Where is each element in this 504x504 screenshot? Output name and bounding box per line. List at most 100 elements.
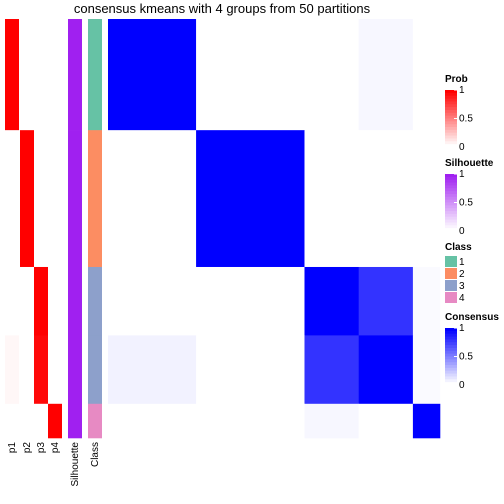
heatmap-cell xyxy=(304,130,359,268)
legend-gradient xyxy=(445,205,457,209)
legend-label: 2 xyxy=(459,269,465,280)
legend-gradient xyxy=(445,373,457,377)
heatmap-cell xyxy=(412,266,441,336)
class-cell xyxy=(88,130,102,268)
legend-tick-label: 0.5 xyxy=(459,352,473,363)
legend-gradient xyxy=(445,213,457,218)
legend-gradient xyxy=(445,112,457,117)
legend-gradient xyxy=(445,208,457,212)
legend-gradient xyxy=(445,365,457,369)
legend-gradient xyxy=(445,382,457,386)
prob-cell xyxy=(34,130,48,268)
heatmap-cell xyxy=(304,335,359,405)
heatmap-cell xyxy=(412,403,441,439)
legend-gradient xyxy=(445,330,457,335)
legend-gradient xyxy=(445,196,457,201)
legend-gradient xyxy=(445,127,457,131)
heatmap-cell xyxy=(108,130,197,268)
heatmap-cell xyxy=(108,19,197,131)
legend-swatch xyxy=(445,292,457,303)
legend-gradient xyxy=(445,342,457,346)
heatmap-cell xyxy=(358,335,414,405)
legend-gradient xyxy=(445,347,457,352)
legend-gradient xyxy=(445,115,457,119)
prob-cell xyxy=(20,266,34,336)
column-label: p1 xyxy=(7,442,18,454)
class-cell xyxy=(88,19,102,131)
legend-tick-label: 0 xyxy=(459,142,465,153)
legend-gradient xyxy=(445,350,457,355)
heatmap-cell xyxy=(304,266,359,336)
legend-tick-label: 0.5 xyxy=(459,114,473,125)
legend-gradient xyxy=(445,376,457,380)
prob-cell xyxy=(5,266,19,336)
legend-label: 3 xyxy=(459,281,465,292)
legend-gradient xyxy=(445,138,457,142)
heatmap-cell xyxy=(358,403,414,439)
legend-gradient xyxy=(445,225,457,229)
legend-title: Prob xyxy=(445,74,468,85)
legend-gradient xyxy=(445,328,457,332)
prob-cell xyxy=(34,266,48,336)
legend-gradient xyxy=(445,199,457,203)
heatmap-cell xyxy=(196,335,305,405)
legend-gradient xyxy=(445,92,457,97)
prob-cell xyxy=(5,130,19,268)
legend-gradient xyxy=(445,222,457,226)
legend-gradient xyxy=(445,191,457,195)
prob-cell xyxy=(5,403,19,439)
legend-gradient xyxy=(445,356,457,360)
prob-cell xyxy=(48,130,62,268)
legend-label: 4 xyxy=(459,293,465,304)
legend-swatch xyxy=(445,256,457,267)
legend-tick-label: 0 xyxy=(459,380,465,391)
heatmap-cell xyxy=(412,335,441,405)
legend-gradient xyxy=(445,174,457,178)
legend-tick-label: 1 xyxy=(459,169,465,180)
legend-title: Class xyxy=(445,242,472,253)
legend-gradient xyxy=(445,141,457,145)
legend-gradient xyxy=(445,132,457,137)
column-label: Silhouette xyxy=(70,442,81,487)
heatmap-cell xyxy=(108,403,197,439)
legend-gradient xyxy=(445,135,457,139)
silhouette-cell xyxy=(68,403,82,439)
legend-gradient xyxy=(445,202,457,206)
legend-tick-label: 0 xyxy=(459,226,465,237)
silhouette-cell xyxy=(68,130,82,268)
prob-cell xyxy=(20,335,34,405)
prob-cell xyxy=(48,266,62,336)
legend-gradient xyxy=(445,333,457,338)
legend-gradient xyxy=(445,124,457,128)
chart-title: consensus kmeans with 4 groups from 50 p… xyxy=(74,1,371,16)
prob-cell xyxy=(34,403,48,439)
legend-gradient xyxy=(445,101,457,105)
prob-cell xyxy=(5,335,19,405)
legend-gradient xyxy=(445,211,457,215)
legend-gradient xyxy=(445,193,457,198)
legend-swatch xyxy=(445,268,457,279)
legend-gradient xyxy=(445,188,457,192)
legend-gradient xyxy=(445,182,457,186)
legend-gradient xyxy=(445,104,457,108)
legend-gradient xyxy=(445,107,457,111)
legend-gradient xyxy=(445,353,457,357)
legend-gradient xyxy=(445,379,457,383)
heatmap-cell xyxy=(358,266,414,336)
class-cell xyxy=(88,266,102,336)
legend-tick-label: 1 xyxy=(459,323,465,334)
heatmap-cell xyxy=(108,335,197,405)
legend-swatch xyxy=(445,280,457,291)
heatmap-cell xyxy=(358,19,414,131)
column-label: p3 xyxy=(36,442,47,454)
legend-gradient xyxy=(445,362,457,366)
legend-gradient xyxy=(445,345,457,349)
prob-cell xyxy=(20,19,34,131)
heatmap-cell xyxy=(196,266,305,336)
prob-cell xyxy=(20,403,34,439)
prob-cell xyxy=(34,19,48,131)
heatmap-cell xyxy=(196,19,305,131)
prob-cell xyxy=(20,130,34,268)
silhouette-cell xyxy=(68,266,82,336)
